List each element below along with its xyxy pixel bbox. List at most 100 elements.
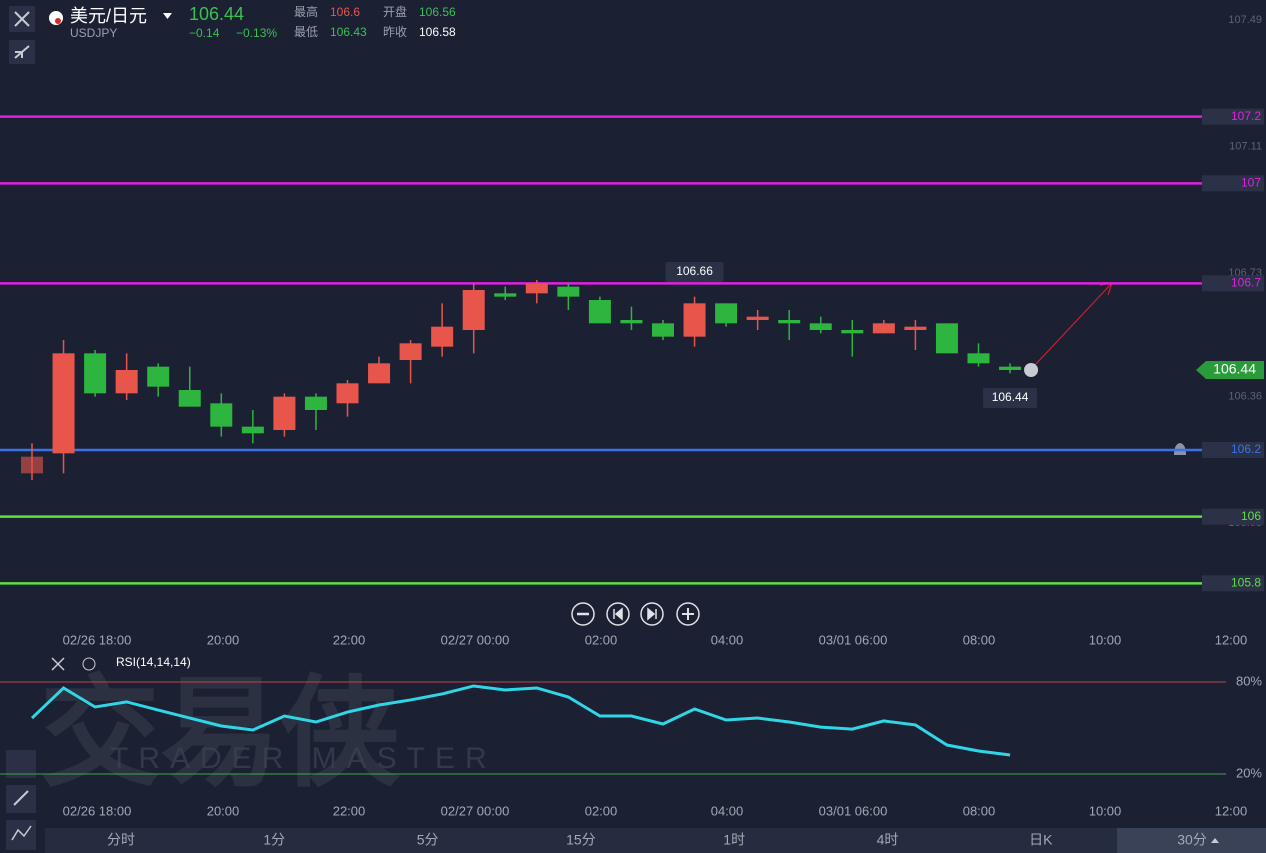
x-tick-label: 02:00 (585, 632, 618, 647)
tab[interactable]: 1分 (263, 832, 285, 848)
candle-body (273, 396, 296, 430)
level-tag-bg (1202, 508, 1264, 525)
tab[interactable]: 15分 (566, 832, 596, 848)
change: −0.14 (189, 26, 220, 40)
candle-body (525, 283, 548, 294)
go-end[interactable] (640, 602, 664, 626)
symbol-name[interactable]: 美元/日元 (70, 6, 147, 26)
rsi-settings[interactable] (82, 657, 96, 671)
last-tag-bg (983, 388, 1038, 408)
candle-body (336, 383, 359, 404)
candle-body (620, 320, 643, 324)
high: 106.6 (330, 5, 360, 19)
left-tools (6, 750, 36, 850)
high-tag-bg (665, 262, 724, 282)
dropdown[interactable] (163, 13, 172, 19)
pen-icon (13, 790, 29, 806)
rsi-x-tick-label: 10:00 (1089, 803, 1122, 818)
zoom-in[interactable] (676, 602, 700, 626)
candle-body (588, 300, 611, 324)
tab-selected-bg (1117, 828, 1266, 853)
line-icon (11, 825, 32, 841)
rsi-x-tick-label: 20:00 (207, 803, 240, 818)
prev: 106.58 (419, 25, 456, 39)
open: 106.56 (419, 5, 456, 19)
tab-arrow (1211, 838, 1219, 843)
tool-indicator[interactable] (6, 750, 36, 778)
rsi-level-label: 80% (1236, 673, 1262, 688)
last-tag: 106.44 (992, 390, 1029, 404)
rsi-x-tick-label: 02/26 18:00 (63, 803, 132, 818)
rsi-x-tick-label: 02/27 00:00 (441, 803, 510, 818)
rsi-x-tick-label: 08:00 (963, 803, 996, 818)
rsi-line (30, 684, 1011, 757)
x-tick-label: 22:00 (333, 632, 366, 647)
candle-body (746, 316, 769, 320)
level-tag: 106.7 (1231, 276, 1261, 290)
candle-body (872, 323, 895, 334)
watermark: 交易侠 (40, 667, 401, 801)
level-tag-bg (1202, 442, 1264, 458)
tab[interactable]: 5分 (417, 832, 439, 848)
tab[interactable]: 分时 (107, 832, 135, 848)
tool-chart[interactable] (6, 820, 36, 850)
candle-body (304, 396, 327, 410)
level-tag: 107.2 (1231, 109, 1261, 123)
level-tag: 106 (1241, 509, 1261, 523)
tab[interactable]: 1时 (723, 832, 745, 848)
candle-body (52, 353, 75, 454)
watermark-sub: TRADER MASTER (110, 742, 497, 775)
candle-body (652, 323, 674, 337)
candle-body (904, 326, 927, 330)
y-tick-label: 106.36 (1228, 391, 1262, 403)
go-start[interactable] (606, 602, 630, 626)
x-tick-label: 12:00 (1215, 632, 1248, 647)
level-tag: 107 (1241, 176, 1261, 190)
candle-body (494, 293, 517, 297)
flag-dot (55, 18, 61, 24)
x-tick-label: 04:00 (711, 632, 744, 647)
price: 106.44 (189, 4, 244, 24)
chart-area: 107.49107.11106.73106.36105.98107.210710… (0, 14, 1264, 848)
x-tick-label: 02/27 00:00 (441, 632, 510, 647)
zoom-controls (571, 602, 700, 626)
candle-body (210, 403, 233, 427)
candle-body (935, 323, 958, 354)
info-icon (1024, 363, 1039, 377)
tab[interactable]: 4时 (877, 832, 899, 848)
open-label: 开盘 (383, 4, 407, 19)
candle-body (778, 320, 801, 324)
rsi-x-tick-label: 04:00 (711, 803, 744, 818)
low: 106.43 (330, 25, 367, 39)
candle-body (557, 286, 580, 297)
rsi-close[interactable] (51, 657, 65, 671)
tab[interactable]: 日K (1029, 832, 1053, 848)
high-tag: 106.66 (676, 264, 713, 278)
candle-body (115, 370, 138, 394)
zoom-out[interactable] (571, 602, 595, 626)
price-tag: 106.44 (1213, 361, 1256, 377)
level-tag-bg (1202, 175, 1264, 192)
x-tick-label: 20:00 (207, 632, 240, 647)
candle-body (462, 290, 485, 330)
x-tick-label: 02/26 18:00 (63, 632, 132, 647)
close-button[interactable] (9, 6, 35, 32)
rsi-x-tick-label: 03/01 06:00 (819, 803, 888, 818)
y-tick-label: 107.11 (1229, 141, 1262, 153)
rsi-x-tick-label: 22:00 (333, 803, 366, 818)
rsi-x-tick-label: 12:00 (1215, 803, 1248, 818)
level-tag-bg (1202, 275, 1264, 292)
candle-body (967, 353, 990, 364)
change-pct: −0.13% (236, 26, 277, 40)
candle-body (399, 343, 422, 360)
candle-body (178, 390, 201, 407)
prev-label: 昨收 (383, 25, 407, 39)
collapse-button[interactable] (9, 40, 35, 64)
level-tag: 105.8 (1231, 576, 1261, 590)
candle-body (84, 353, 107, 394)
level-tag: 106.2 (1231, 442, 1261, 456)
tab[interactable]: 30分 (1177, 832, 1207, 848)
rsi-title: RSI(14,14,14) (116, 655, 191, 669)
x-tick-label: 03/01 06:00 (819, 632, 888, 647)
